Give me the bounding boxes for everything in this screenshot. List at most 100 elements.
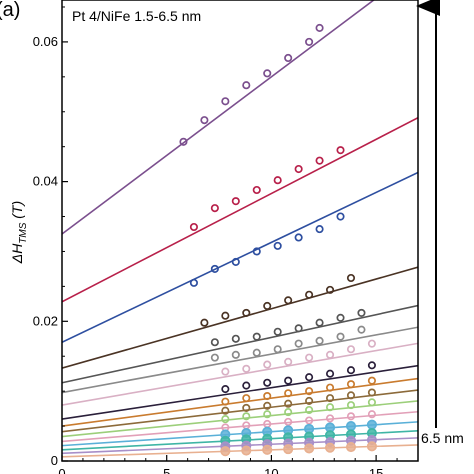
data-point — [325, 369, 335, 378]
y-tick-label: 0.02 — [33, 313, 58, 328]
y-tick-label: 0 — [51, 453, 58, 468]
fit-line — [62, 326, 418, 394]
data-point — [262, 444, 273, 455]
data-point — [221, 385, 230, 394]
fit-line — [62, 266, 418, 369]
data-point — [263, 360, 272, 369]
data-point — [263, 410, 272, 419]
fit-line — [62, 342, 418, 406]
data-point — [336, 332, 345, 341]
data-point — [336, 313, 345, 322]
data-point — [273, 176, 282, 185]
data-point — [294, 233, 303, 242]
y-tick-label: 0.04 — [33, 174, 58, 189]
data-point — [315, 225, 324, 234]
data-point — [305, 416, 314, 425]
data-point — [325, 414, 335, 423]
data-point — [273, 345, 282, 354]
data-point — [273, 241, 282, 250]
data-point — [345, 421, 357, 432]
data-point — [305, 396, 314, 405]
data-point — [315, 23, 324, 32]
data-point — [221, 97, 230, 106]
data-point — [200, 318, 209, 327]
data-point — [346, 380, 356, 389]
data-point — [242, 81, 251, 90]
data-point — [242, 308, 251, 317]
plot-frame — [61, 0, 419, 462]
data-point — [210, 353, 219, 362]
data-point — [221, 367, 230, 376]
fit-line — [62, 389, 418, 433]
data-point — [221, 415, 230, 424]
data-point — [231, 350, 240, 359]
y-axis-label-sub: TMS — [18, 222, 29, 243]
fit-line — [62, 377, 418, 427]
data-point — [345, 441, 357, 453]
x-tick-label: 0 — [58, 466, 65, 474]
data-point — [242, 403, 251, 412]
data-point — [284, 389, 293, 398]
data-point — [315, 156, 324, 165]
data-point — [305, 37, 314, 46]
data-point — [367, 388, 376, 397]
arrow-label: 6.5 nm — [421, 430, 464, 446]
y-tick-label: 0.06 — [33, 34, 58, 49]
data-point — [304, 443, 315, 454]
fit-line — [62, 171, 418, 343]
data-point — [367, 339, 376, 348]
data-point — [305, 387, 314, 396]
data-point — [294, 324, 303, 333]
data-point — [294, 339, 303, 348]
data-point — [221, 311, 230, 320]
data-point — [263, 401, 272, 410]
data-point — [315, 318, 324, 327]
data-point — [305, 405, 314, 415]
data-point — [231, 334, 240, 343]
fit-line — [62, 364, 418, 420]
data-point — [241, 445, 252, 456]
x-tick-label: 5 — [163, 466, 170, 474]
data-point — [252, 185, 261, 195]
data-point — [346, 366, 356, 375]
data-point — [315, 336, 324, 345]
data-point — [189, 222, 198, 232]
fit-line — [62, 400, 418, 438]
data-point — [263, 301, 272, 310]
data-point — [325, 350, 335, 359]
data-point — [367, 361, 376, 370]
x-tick-label: 10 — [264, 466, 278, 474]
data-point — [210, 264, 219, 273]
fit-line — [62, 410, 418, 443]
data-point — [366, 419, 377, 430]
data-point — [336, 146, 345, 155]
fit-line — [62, 0, 376, 235]
fit-line — [62, 116, 418, 303]
data-point — [200, 116, 209, 125]
data-point — [284, 53, 293, 63]
y-axis-label-unit: (T) — [9, 201, 25, 223]
chart-title: Pt 4/NiFe 1.5-6.5 nm — [72, 8, 201, 24]
data-point — [231, 257, 240, 266]
data-point — [283, 444, 294, 455]
data-point — [263, 391, 272, 401]
data-point — [294, 164, 303, 174]
data-point — [284, 357, 293, 366]
data-point — [284, 417, 293, 426]
data-point — [357, 325, 366, 334]
data-point — [189, 278, 198, 287]
data-point — [221, 406, 230, 415]
data-point — [336, 212, 345, 221]
data-point — [263, 69, 272, 78]
data-point — [366, 441, 377, 452]
data-point — [367, 410, 376, 419]
data-point — [242, 364, 251, 373]
x-tick-label: 15 — [369, 466, 383, 474]
data-point — [242, 381, 251, 390]
y-axis-label: ΔHTMS (T) — [9, 201, 29, 264]
data-point — [346, 412, 356, 421]
data-point — [284, 296, 293, 305]
fit-line — [62, 444, 418, 458]
data-point — [210, 338, 219, 347]
